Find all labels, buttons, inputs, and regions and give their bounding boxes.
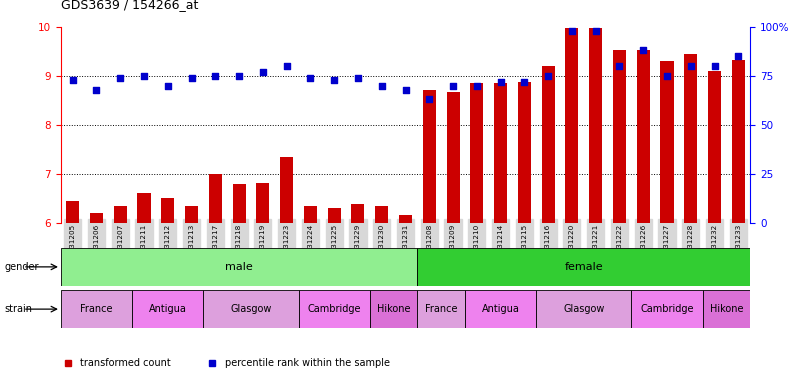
Point — [375, 83, 388, 89]
Bar — [494, 83, 507, 223]
Text: male: male — [225, 262, 253, 272]
Point — [256, 69, 269, 75]
Bar — [631, 290, 702, 328]
Text: percentile rank within the sample: percentile rank within the sample — [225, 358, 390, 368]
Bar — [61, 290, 132, 328]
Bar — [399, 215, 412, 223]
Text: France: France — [425, 304, 457, 314]
Point — [708, 63, 721, 69]
Point — [351, 75, 364, 81]
Bar — [423, 89, 436, 223]
Point — [328, 77, 341, 83]
Bar — [589, 28, 603, 223]
Bar — [256, 182, 269, 223]
Point — [732, 53, 744, 59]
Point — [114, 75, 127, 81]
Text: Cambridge: Cambridge — [307, 304, 361, 314]
Text: strain: strain — [4, 304, 32, 314]
Point — [399, 86, 412, 93]
Point — [280, 63, 293, 69]
Point — [304, 75, 317, 81]
Bar — [517, 82, 531, 223]
Bar — [161, 198, 174, 223]
Text: Antigua: Antigua — [482, 304, 520, 314]
Point — [90, 86, 103, 93]
Text: GDS3639 / 154266_at: GDS3639 / 154266_at — [61, 0, 198, 12]
Text: Hikone: Hikone — [710, 304, 743, 314]
Point — [613, 63, 626, 69]
Bar — [708, 71, 721, 223]
Bar — [61, 248, 418, 286]
Point — [209, 73, 222, 79]
Text: Glasgow: Glasgow — [230, 304, 272, 314]
Text: gender: gender — [4, 262, 39, 272]
Bar — [418, 248, 750, 286]
Bar — [702, 290, 750, 328]
Bar — [465, 290, 536, 328]
Point — [637, 47, 650, 53]
Point — [660, 73, 673, 79]
Bar — [298, 290, 370, 328]
Point — [470, 83, 483, 89]
Bar — [138, 194, 151, 223]
Point — [684, 63, 697, 69]
Bar — [613, 50, 626, 223]
Text: Hikone: Hikone — [377, 304, 410, 314]
Text: France: France — [80, 304, 113, 314]
Bar — [375, 205, 388, 223]
Bar — [185, 205, 198, 223]
Bar — [684, 54, 697, 223]
Bar — [280, 157, 294, 223]
Bar — [660, 61, 673, 223]
Point — [565, 28, 578, 34]
Point — [494, 79, 507, 85]
Point — [185, 75, 198, 81]
Point — [518, 79, 531, 85]
Bar — [67, 201, 79, 223]
Point — [589, 28, 602, 34]
Point — [447, 83, 460, 89]
Bar — [132, 290, 204, 328]
Text: Cambridge: Cambridge — [640, 304, 693, 314]
Bar — [370, 290, 418, 328]
Bar — [565, 28, 578, 223]
Bar — [470, 83, 483, 223]
Bar — [304, 205, 317, 223]
Point — [67, 77, 79, 83]
Bar — [418, 290, 465, 328]
Bar — [208, 174, 222, 223]
Point — [138, 73, 151, 79]
Point — [423, 96, 436, 103]
Text: Glasgow: Glasgow — [563, 304, 604, 314]
Bar — [732, 60, 744, 223]
Bar — [542, 66, 555, 223]
Text: female: female — [564, 262, 603, 272]
Text: transformed count: transformed count — [80, 358, 171, 368]
Bar — [90, 213, 103, 223]
Bar — [637, 50, 650, 223]
Bar — [204, 290, 298, 328]
Text: Antigua: Antigua — [149, 304, 187, 314]
Bar — [328, 208, 341, 223]
Bar — [447, 91, 460, 223]
Bar — [233, 184, 246, 223]
Point — [233, 73, 246, 79]
Bar — [114, 205, 127, 223]
Point — [542, 73, 555, 79]
Bar — [536, 290, 631, 328]
Bar — [351, 204, 364, 223]
Point — [161, 83, 174, 89]
